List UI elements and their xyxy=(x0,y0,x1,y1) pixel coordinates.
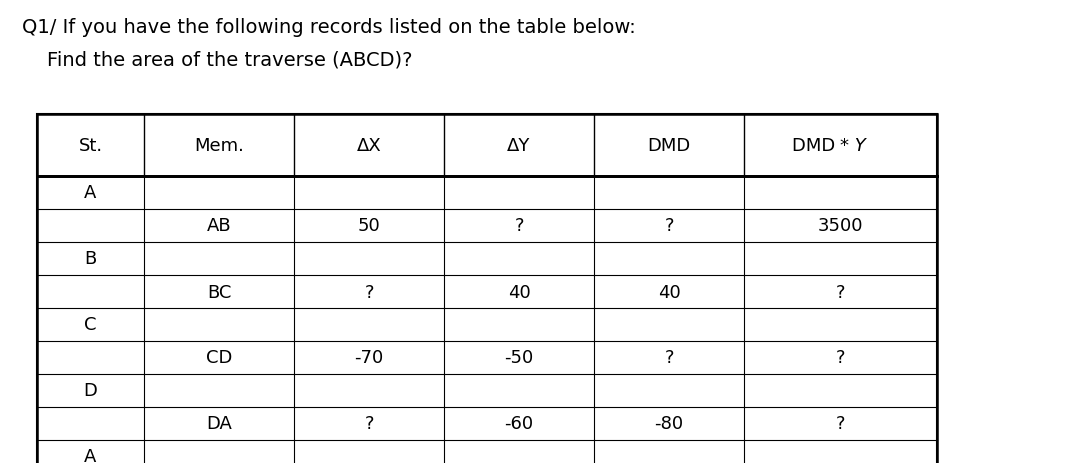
Text: -80: -80 xyxy=(654,414,684,432)
Text: ΔY: ΔY xyxy=(508,137,530,155)
Text: DA: DA xyxy=(206,414,232,432)
Text: A: A xyxy=(84,448,97,463)
Text: BC: BC xyxy=(206,283,231,301)
Text: Mem.: Mem. xyxy=(194,137,244,155)
Text: Q1/ If you have the following records listed on the table below:: Q1/ If you have the following records li… xyxy=(22,18,636,37)
Text: -70: -70 xyxy=(354,349,383,367)
Text: DMD: DMD xyxy=(792,137,840,155)
Text: DMD: DMD xyxy=(647,137,690,155)
Text: * Y: * Y xyxy=(840,137,866,155)
Text: ?: ? xyxy=(664,217,674,235)
Text: ?: ? xyxy=(664,349,674,367)
Text: C: C xyxy=(84,316,97,334)
Text: D: D xyxy=(83,382,97,400)
Text: ?: ? xyxy=(836,283,846,301)
Text: B: B xyxy=(84,250,96,268)
Text: 40: 40 xyxy=(658,283,680,301)
Text: 40: 40 xyxy=(508,283,530,301)
Text: CD: CD xyxy=(206,349,232,367)
Text: -60: -60 xyxy=(504,414,534,432)
Bar xyxy=(37,115,937,463)
Text: Find the area of the traverse (ABCD)?: Find the area of the traverse (ABCD)? xyxy=(22,50,413,69)
Text: ?: ? xyxy=(364,283,374,301)
Text: ?: ? xyxy=(364,414,374,432)
Text: A: A xyxy=(84,184,97,202)
Text: ΔX: ΔX xyxy=(356,137,381,155)
Text: AB: AB xyxy=(206,217,231,235)
Text: ?: ? xyxy=(836,414,846,432)
Text: 3500: 3500 xyxy=(818,217,863,235)
Text: ?: ? xyxy=(836,349,846,367)
Bar xyxy=(37,115,937,463)
Text: St.: St. xyxy=(79,137,103,155)
Text: ?: ? xyxy=(514,217,524,235)
Text: -50: -50 xyxy=(504,349,534,367)
Text: 50: 50 xyxy=(357,217,380,235)
